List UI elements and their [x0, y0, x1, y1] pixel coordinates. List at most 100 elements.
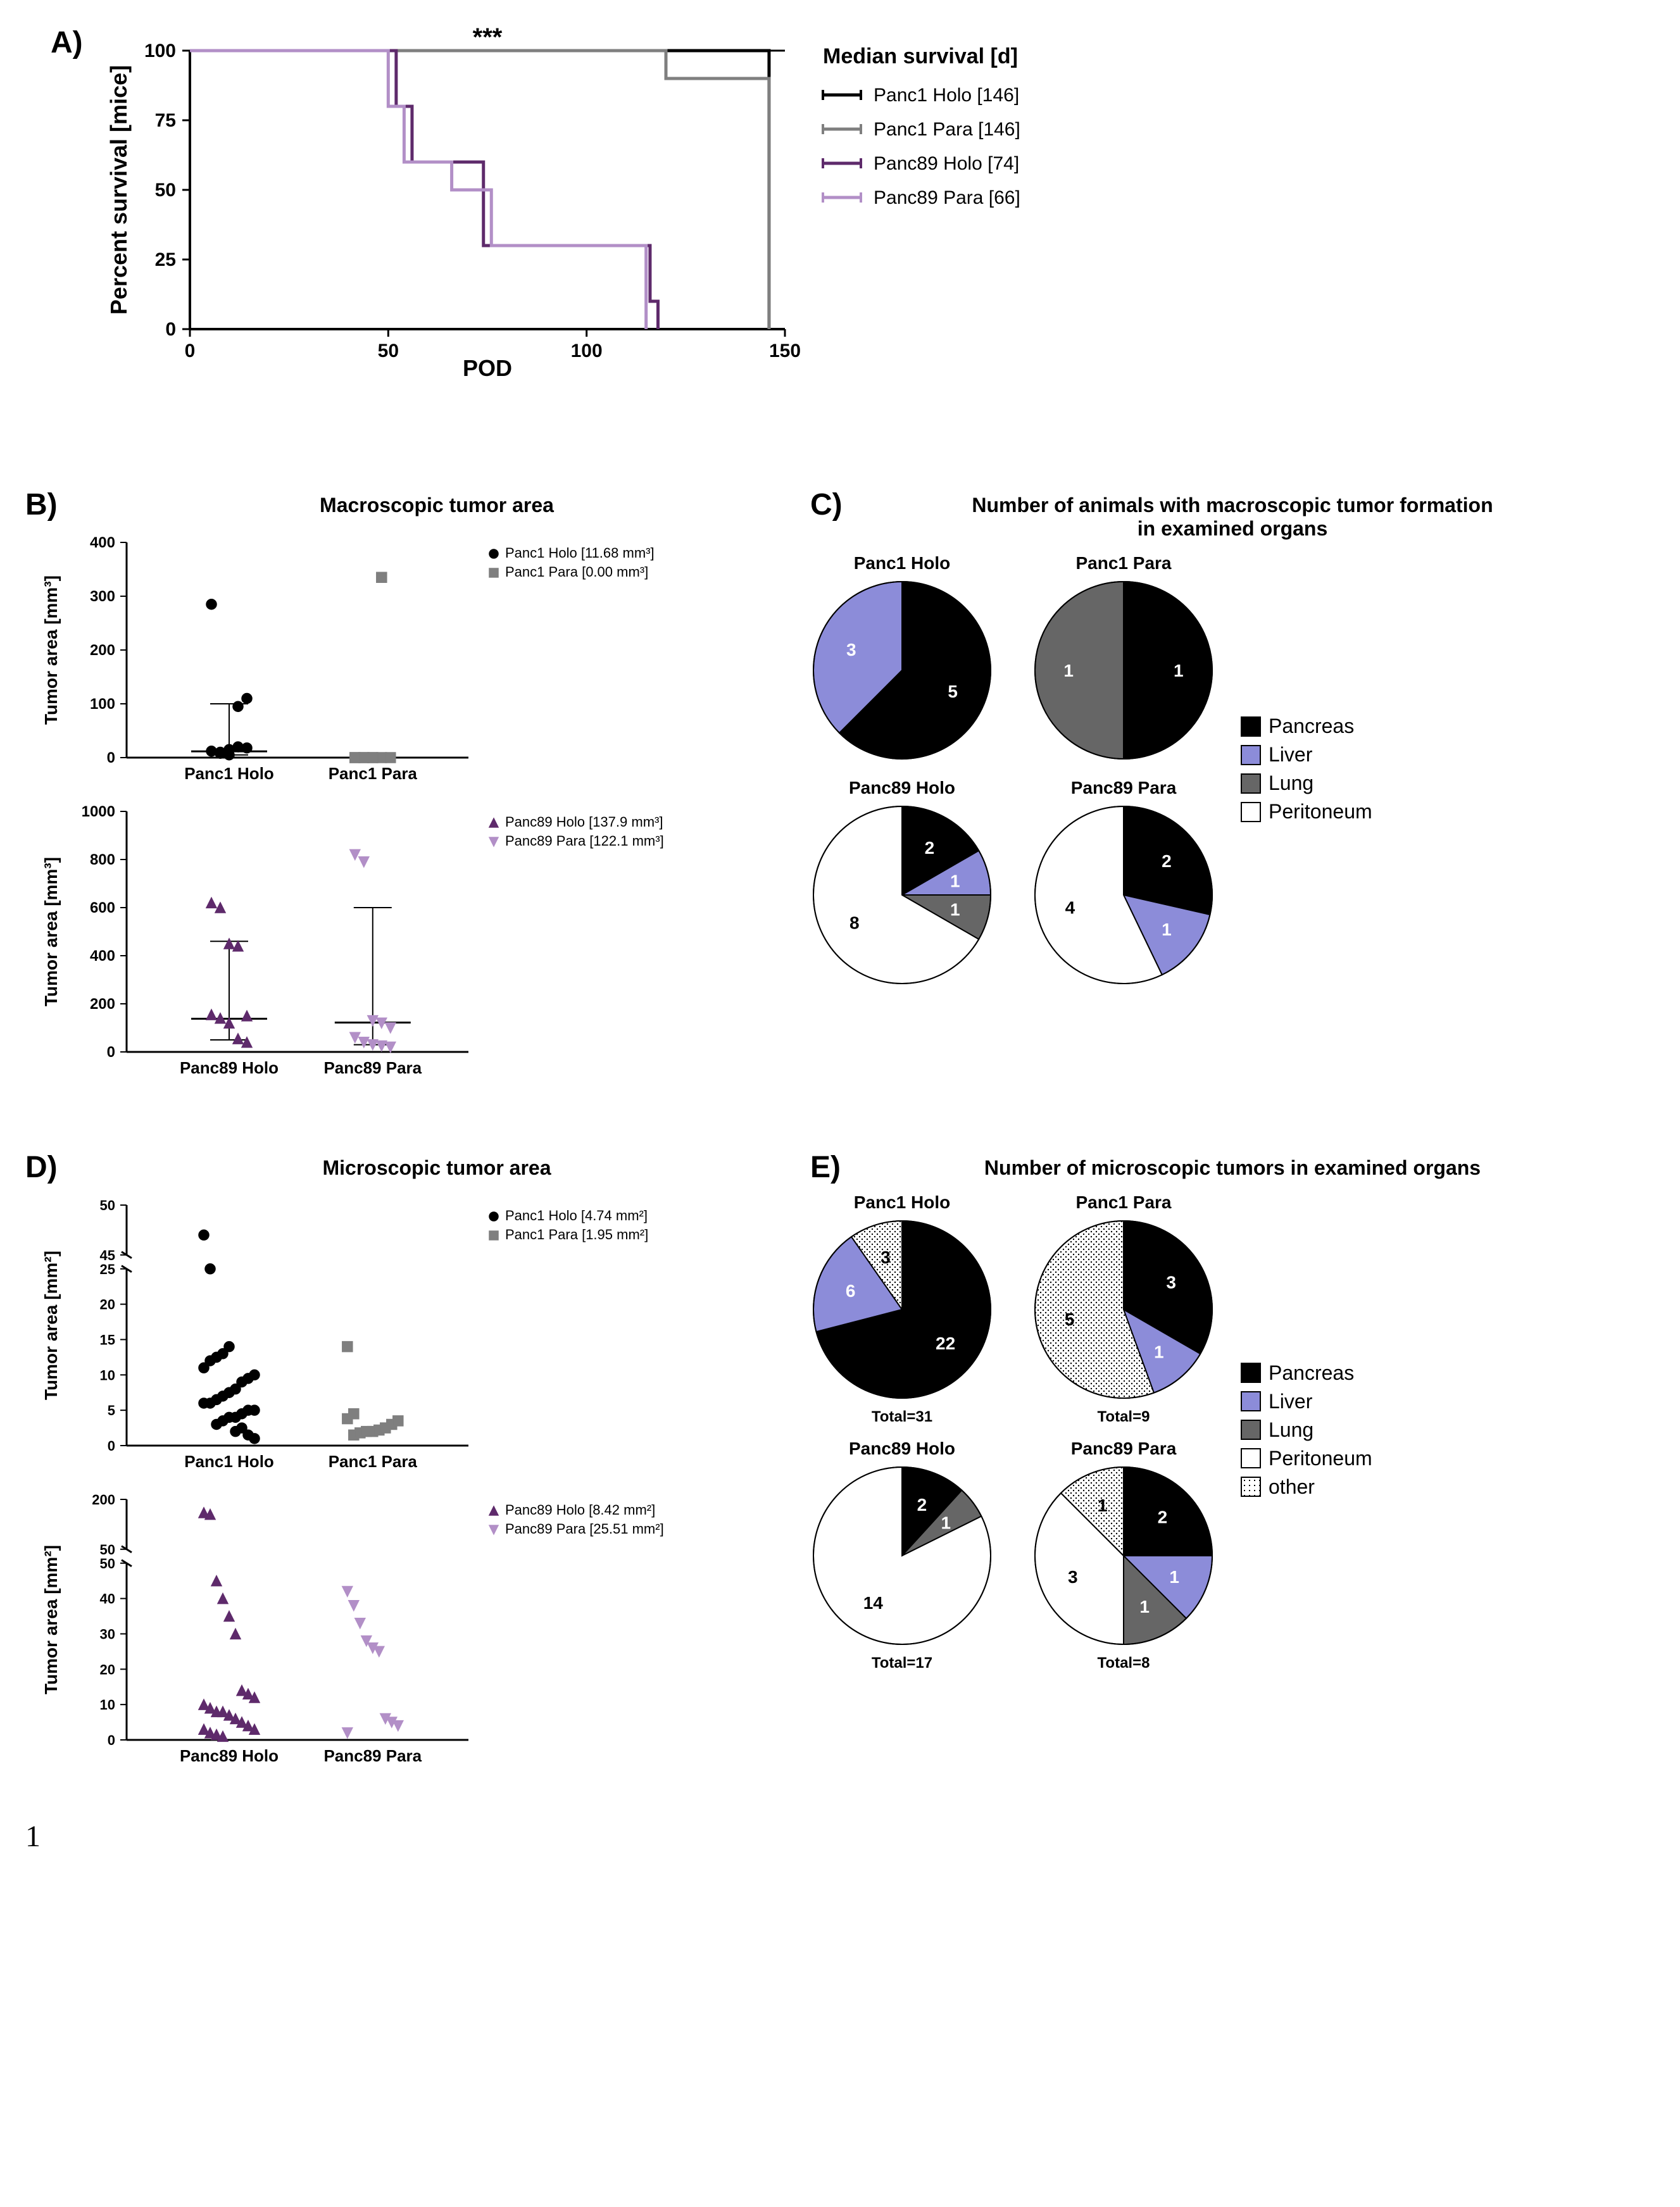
legend-item: other: [1241, 1475, 1372, 1499]
panel-a: A) 0501001500255075100PODPercent surviva…: [25, 25, 1655, 456]
panel-b-label: B): [25, 487, 58, 522]
panel-c-label: C): [810, 487, 843, 522]
svg-text:Panc1 Para [146]: Panc1 Para [146]: [874, 119, 1020, 140]
svg-text:Panc1 Para: Panc1 Para: [329, 764, 418, 783]
svg-text:3: 3: [1166, 1273, 1176, 1292]
legend-swatch: [1241, 1363, 1261, 1383]
legend-item: Liver: [1241, 1390, 1372, 1413]
pie-cell: Panc1 Para315Total=9: [1032, 1192, 1215, 1426]
legend-swatch: [1241, 745, 1261, 765]
svg-text:50: 50: [378, 341, 399, 361]
pie-cell: Panc89 Holo2118: [810, 778, 994, 990]
svg-text:25: 25: [100, 1261, 115, 1277]
svg-text:0: 0: [185, 341, 196, 361]
svg-text:14: 14: [863, 1593, 884, 1613]
svg-text:10: 10: [100, 1367, 115, 1383]
svg-text:800: 800: [90, 851, 115, 868]
svg-text:5: 5: [948, 682, 958, 701]
legend-swatch: [1241, 802, 1261, 822]
legend-swatch: [1241, 1477, 1261, 1497]
svg-text:Panc89 Holo [137.9 mm³]: Panc89 Holo [137.9 mm³]: [505, 814, 663, 830]
pie-total: Total=31: [810, 1408, 994, 1426]
svg-text:3: 3: [881, 1247, 891, 1267]
scatter-b-bottom: 02004006008001000Tumor area [mm³]Panc89 …: [25, 799, 722, 1090]
legend-label: Lung: [1269, 772, 1313, 795]
svg-text:600: 600: [90, 899, 115, 916]
svg-text:20: 20: [100, 1297, 115, 1313]
svg-text:40: 40: [100, 1591, 115, 1607]
pie-cell: Panc1 Holo53: [810, 553, 994, 765]
svg-text:Panc89 Holo: Panc89 Holo: [180, 1058, 279, 1077]
pie-title: Panc89 Para: [1032, 1439, 1215, 1459]
legend-label: Peritoneum: [1269, 1447, 1372, 1470]
svg-text:0: 0: [108, 1438, 115, 1454]
legend-swatch: [1241, 1420, 1261, 1440]
legend-label: other: [1269, 1475, 1315, 1499]
pie-cell: Panc89 Para214: [1032, 778, 1215, 990]
svg-text:50: 50: [100, 1197, 115, 1213]
organ-legend-c: PancreasLiverLungPeritoneum: [1241, 715, 1372, 828]
pie-grid-e: Panc1 Holo2263Total=31Panc1 Para315Total…: [810, 1192, 1215, 1672]
svg-text:50: 50: [100, 1556, 115, 1572]
svg-text:Panc89 Para: Panc89 Para: [323, 1058, 422, 1077]
svg-text:Panc89 Holo: Panc89 Holo: [180, 1746, 279, 1765]
svg-text:POD: POD: [463, 355, 512, 381]
legend-label: Peritoneum: [1269, 800, 1372, 823]
svg-text:Tumor area [mm³]: Tumor area [mm³]: [41, 575, 61, 725]
legend-item: Lung: [1241, 772, 1372, 795]
legend-item: Peritoneum: [1241, 800, 1372, 823]
svg-text:1: 1: [941, 1513, 951, 1533]
svg-text:30: 30: [100, 1626, 115, 1642]
panel-b-title: Macroscopic tumor area: [89, 494, 785, 517]
svg-text:200: 200: [90, 642, 115, 659]
panel-e-title: Number of microscopic tumors in examined…: [810, 1156, 1655, 1180]
svg-text:1: 1: [1174, 661, 1184, 680]
page-number: 1: [25, 1819, 1655, 1854]
svg-text:200: 200: [92, 1492, 115, 1508]
svg-text:15: 15: [100, 1332, 115, 1347]
svg-text:1: 1: [950, 872, 960, 891]
svg-text:Panc1 Para [1.95 mm²]: Panc1 Para [1.95 mm²]: [505, 1227, 648, 1242]
panel-e-label: E): [810, 1150, 841, 1185]
svg-text:Panc89 Holo [74]: Panc89 Holo [74]: [874, 153, 1019, 174]
svg-text:1: 1: [1063, 661, 1074, 680]
pie-total: Total=9: [1032, 1408, 1215, 1426]
svg-text:25: 25: [155, 249, 176, 270]
pie-title: Panc89 Para: [1032, 778, 1215, 798]
pie-title: Panc1 Para: [1032, 1192, 1215, 1213]
svg-text:150: 150: [769, 341, 801, 361]
svg-text:0: 0: [165, 319, 176, 340]
legend-swatch: [1241, 1391, 1261, 1411]
legend-swatch: [1241, 773, 1261, 794]
svg-text:Panc89 Para [122.1 mm³]: Panc89 Para [122.1 mm³]: [505, 833, 664, 849]
svg-text:Percent survival [mice]: Percent survival [mice]: [106, 65, 132, 315]
svg-text:100: 100: [571, 341, 603, 361]
svg-text:0: 0: [108, 1732, 115, 1748]
svg-text:400: 400: [90, 947, 115, 965]
legend-item: Peritoneum: [1241, 1447, 1372, 1470]
svg-text:4: 4: [1065, 897, 1075, 917]
legend-item: Lung: [1241, 1418, 1372, 1442]
svg-text:Tumor area [mm²]: Tumor area [mm²]: [41, 1251, 61, 1400]
svg-text:300: 300: [90, 588, 115, 605]
svg-text:1000: 1000: [82, 803, 115, 820]
svg-text:Tumor area [mm³]: Tumor area [mm³]: [41, 857, 61, 1006]
svg-text:5: 5: [108, 1403, 115, 1418]
pie-total: Total=17: [810, 1654, 994, 1672]
svg-text:2: 2: [925, 838, 935, 858]
organ-legend-e: Pancreas Liver Lung Peritoneum other: [1241, 1361, 1372, 1504]
panel-a-label: A): [51, 25, 83, 60]
svg-text:100: 100: [144, 41, 176, 61]
svg-text:50: 50: [100, 1542, 115, 1558]
svg-text:10: 10: [100, 1697, 115, 1713]
legend-label: Pancreas: [1269, 715, 1354, 738]
survival-plot: 0501001500255075100PODPercent survival […: [101, 25, 1177, 456]
legend-label: Pancreas: [1269, 1361, 1354, 1385]
svg-text:***: ***: [473, 25, 503, 51]
svg-text:6: 6: [846, 1281, 856, 1301]
scatter-d-top: 05101520254550Tumor area [mm²]Panc1 Holo…: [25, 1192, 722, 1484]
svg-text:1: 1: [950, 899, 960, 919]
svg-text:Median survival [d]: Median survival [d]: [823, 44, 1018, 68]
pie-cell: Panc1 Para11: [1032, 553, 1215, 765]
pie-cell: Panc89 Holo2114Total=17: [810, 1439, 994, 1672]
